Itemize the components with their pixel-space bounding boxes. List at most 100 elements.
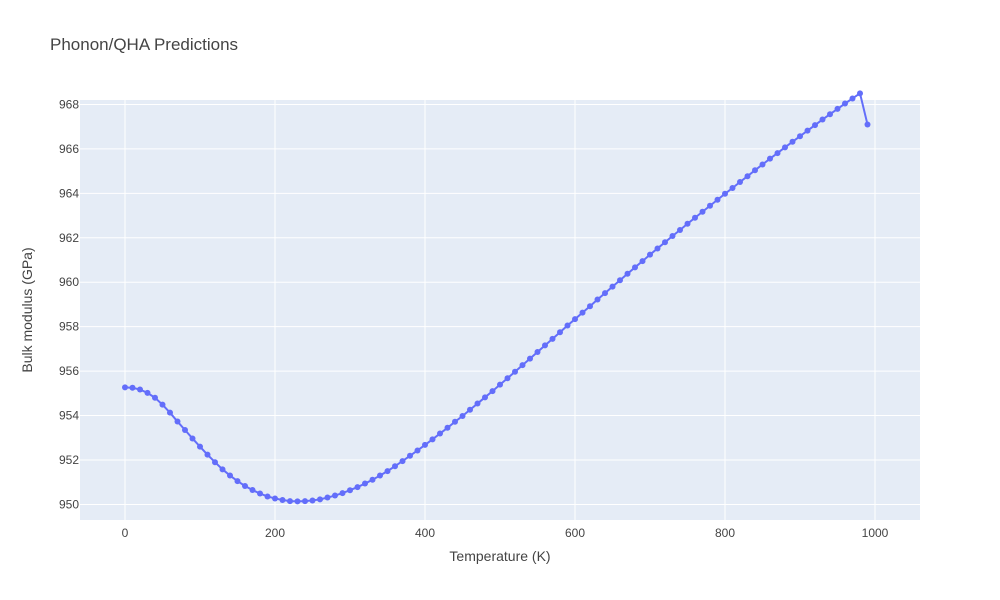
x-tick-label: 1000: [862, 526, 889, 540]
data-point: [437, 430, 443, 437]
data-point: [737, 179, 743, 185]
data-point: [182, 427, 188, 433]
data-point: [197, 443, 203, 450]
data-point: [654, 245, 661, 252]
data-point: [407, 452, 413, 459]
data-point: [429, 436, 436, 443]
data-point: [204, 451, 211, 458]
data-point: [444, 424, 451, 431]
data-point: [699, 208, 706, 215]
data-point: [272, 495, 278, 502]
y-axis-title: Bulk modulus (GPa): [19, 247, 35, 372]
data-point: [692, 214, 698, 221]
data-point: [542, 342, 548, 349]
data-point: [324, 494, 331, 501]
data-point: [482, 394, 488, 401]
x-tick-label: 800: [715, 526, 735, 540]
data-point: [347, 487, 353, 494]
data-point: [684, 220, 691, 227]
data-point: [257, 490, 263, 497]
data-point: [527, 355, 533, 362]
data-point: [467, 406, 473, 413]
data-point: [594, 296, 601, 303]
data-point: [752, 167, 758, 174]
x-axis-ticks: 0 200 400 600 800 1000: [122, 526, 889, 540]
data-point: [609, 283, 616, 290]
data-point: [587, 303, 593, 310]
data-point: [219, 466, 226, 473]
data-point: [489, 388, 496, 395]
x-tick-label: 200: [265, 526, 285, 540]
data-point: [729, 185, 736, 191]
y-tick-label: 952: [59, 453, 79, 467]
data-point: [332, 492, 338, 499]
data-point: [227, 472, 233, 479]
data-point: [842, 100, 848, 107]
data-point: [279, 497, 286, 503]
data-point: [774, 150, 781, 157]
data-point: [519, 362, 526, 369]
y-tick-label: 968: [59, 97, 79, 111]
data-point: [744, 173, 751, 180]
data-point: [564, 322, 571, 329]
data-point: [377, 472, 383, 479]
series-line: [124, 91, 869, 503]
data-point: [264, 493, 271, 500]
data-point: [459, 413, 466, 419]
data-point: [812, 122, 818, 129]
data-point: [647, 251, 653, 258]
data-point: [602, 290, 608, 297]
data-point: [129, 384, 136, 391]
data-point: [797, 133, 803, 140]
data-point: [122, 384, 128, 391]
data-point: [759, 161, 766, 168]
data-point: [714, 196, 721, 203]
y-tick-label: 960: [59, 275, 79, 289]
data-point: [707, 202, 713, 209]
data-point: [422, 441, 428, 448]
data-point: [819, 116, 826, 123]
data-point: [302, 498, 308, 505]
data-point: [782, 144, 788, 151]
data-point: [497, 381, 503, 388]
x-tick-label: 400: [415, 526, 435, 540]
data-point: [144, 389, 151, 396]
data-point: [339, 490, 346, 497]
data-point: [212, 459, 218, 466]
data-point: [549, 335, 556, 342]
data-point: [677, 227, 683, 233]
data-point: [579, 309, 586, 316]
data-point: [152, 394, 158, 401]
data-point: [399, 458, 406, 465]
data-point: [392, 463, 398, 470]
data-point: [639, 258, 646, 265]
data-point: [864, 121, 871, 128]
data-point: [317, 496, 323, 503]
data-point: [159, 401, 166, 408]
y-tick-label: 962: [59, 231, 79, 245]
data-point: [452, 418, 458, 425]
data-point: [309, 497, 316, 504]
y-axis-ticks: 950 952 954 956 958 960 962 964 966 968: [59, 97, 79, 511]
data-point: [632, 264, 638, 271]
series-layer: [122, 90, 871, 505]
data-point: [174, 418, 181, 425]
data-point: [534, 349, 541, 355]
data-point: [369, 476, 376, 483]
data-point: [504, 375, 511, 382]
chart-title: Phonon/QHA Predictions: [50, 35, 238, 54]
x-tick-label: 600: [565, 526, 585, 540]
data-point: [624, 270, 631, 277]
data-point: [234, 478, 241, 485]
data-point: [362, 480, 368, 487]
y-tick-label: 950: [59, 497, 79, 511]
data-point: [572, 316, 578, 323]
data-point: [557, 329, 563, 336]
data-point: [354, 484, 361, 491]
data-point: [617, 277, 623, 284]
data-point: [474, 400, 481, 407]
data-point: [662, 239, 668, 246]
data-point: [767, 155, 773, 162]
data-point: [294, 498, 301, 505]
